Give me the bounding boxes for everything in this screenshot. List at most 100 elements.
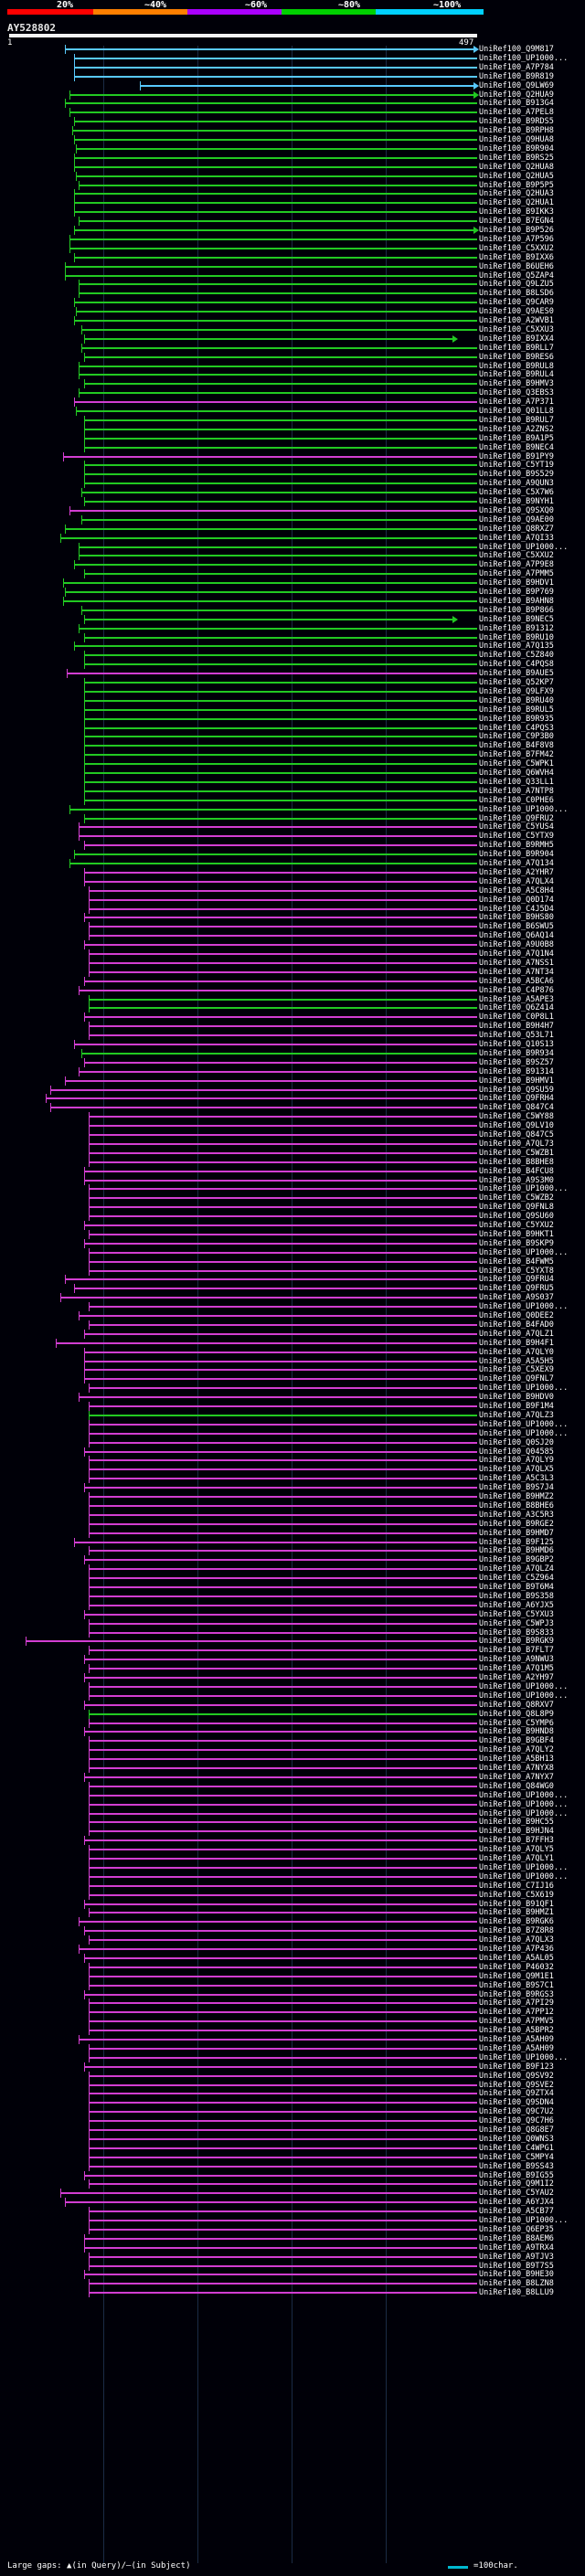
hit-label[interactable]: UniRef100_B9S7C1: [479, 1980, 554, 1990]
hit-label[interactable]: UniRef100_B9NYH1: [479, 497, 554, 506]
hit-label[interactable]: UniRef100_C0P8L1: [479, 1012, 554, 1023]
hit-label[interactable]: UniRef100_C5WY88: [479, 1112, 554, 1122]
hit-label[interactable]: UniRef100_B91314: [479, 1066, 554, 1076]
hit-label[interactable]: UniRef100_A2YHR7: [479, 867, 554, 877]
hit-label[interactable]: UniRef100_B9R904: [479, 850, 554, 860]
hit-label[interactable]: UniRef100_C4WPG1: [479, 2143, 554, 2153]
hit-label[interactable]: UniRef100_A9TRX4: [479, 2242, 554, 2253]
hit-label[interactable]: UniRef100_UP1000...: [479, 1383, 569, 1394]
hit-label[interactable]: UniRef100_A5BPR2: [479, 2026, 554, 2036]
hit-label[interactable]: UniRef100_A7PI29: [479, 1998, 554, 2009]
hit-label[interactable]: UniRef100_B91PY9: [479, 451, 554, 461]
hit-label[interactable]: UniRef100_Q9M817: [479, 45, 554, 54]
hit-label[interactable]: UniRef100_C5YT19: [479, 461, 554, 471]
hit-label[interactable]: UniRef100_Q9CAR9: [479, 298, 554, 308]
hit-label[interactable]: UniRef100_A7NTP8: [479, 786, 554, 796]
hit-label[interactable]: UniRef100_Q9SDN4: [479, 2098, 554, 2108]
hit-label[interactable]: UniRef100_A5C8H4: [479, 885, 554, 896]
hit-label[interactable]: UniRef100_UP1000...: [479, 1862, 569, 1872]
hit-label[interactable]: UniRef100_A7P596: [479, 234, 554, 244]
hit-label[interactable]: UniRef100_B9IXX6: [479, 252, 554, 262]
hit-label[interactable]: UniRef100_Q9LV10: [479, 1121, 554, 1131]
hit-label[interactable]: UniRef100_A7QLY0: [479, 1347, 554, 1357]
hit-label[interactable]: UniRef100_B9S529: [479, 470, 554, 480]
hit-label[interactable]: UniRef100_Q9LFX9: [479, 686, 554, 696]
hit-label[interactable]: UniRef100_C5MPY4: [479, 2152, 554, 2162]
hit-label[interactable]: UniRef100_A7PEL8: [479, 108, 554, 118]
hit-label[interactable]: UniRef100_A7QLZ3: [479, 1410, 554, 1420]
hit-label[interactable]: UniRef100_Q53L71: [479, 1031, 554, 1041]
hit-label[interactable]: UniRef100_C5WZB1: [479, 1148, 554, 1158]
hit-label[interactable]: UniRef100_A5BCA6: [479, 976, 554, 986]
hit-label[interactable]: UniRef100_A7P436: [479, 1945, 554, 1954]
hit-label[interactable]: UniRef100_B9RUL7: [479, 415, 554, 425]
hit-label[interactable]: UniRef100_A5AH09: [479, 2043, 554, 2053]
hit-label[interactable]: UniRef100_Q0SJ20: [479, 1437, 554, 1447]
hit-label[interactable]: UniRef100_A2WVB1: [479, 316, 554, 325]
hit-label[interactable]: UniRef100_Q9AES0: [479, 307, 554, 317]
hit-label[interactable]: UniRef100_C5YUS4: [479, 822, 554, 832]
hit-label[interactable]: UniRef100_C5XXU3: [479, 324, 554, 334]
hit-label[interactable]: UniRef100_Q01LL8: [479, 407, 554, 416]
hit-label[interactable]: UniRef100_B7EGN4: [479, 217, 554, 227]
hit-label[interactable]: UniRef100_A7P9E8: [479, 560, 554, 570]
hit-label[interactable]: UniRef100_B9HMZ1: [479, 1908, 554, 1918]
hit-label[interactable]: UniRef100_C5XXU2: [479, 243, 554, 253]
hit-label[interactable]: UniRef100_UP1000...: [479, 1419, 569, 1429]
hit-label[interactable]: UniRef100_B9S7J4: [479, 1483, 554, 1493]
hit-label[interactable]: UniRef100_A5CB77: [479, 2207, 554, 2217]
hit-label[interactable]: UniRef100_B9AHN8: [479, 596, 554, 606]
hit-label[interactable]: UniRef100_Q52KP7: [479, 678, 554, 687]
hit-label[interactable]: UniRef100_B9HMZ2: [479, 1492, 554, 1501]
hit-label[interactable]: UniRef100_Q9SXQ0: [479, 505, 554, 515]
hit-label[interactable]: UniRef100_Q6WVH4: [479, 769, 554, 778]
hit-label[interactable]: UniRef100_UP1000...: [479, 1871, 569, 1882]
hit-label[interactable]: UniRef100_A7QLY2: [479, 1745, 554, 1755]
hit-label[interactable]: UniRef100_B9HMV1: [479, 1076, 554, 1086]
hit-label[interactable]: UniRef100_A9TJV3: [479, 2252, 554, 2262]
hit-label[interactable]: UniRef100_Q9FNL7: [479, 1374, 554, 1384]
hit-label[interactable]: UniRef100_A7QL73: [479, 1139, 554, 1149]
hit-label[interactable]: UniRef100_B9SS43: [479, 2161, 554, 2171]
hit-label[interactable]: UniRef100_B8BHE6: [479, 1500, 554, 1511]
hit-label[interactable]: UniRef100_C9P3B0: [479, 732, 554, 742]
hit-label[interactable]: UniRef100_B9RUL5: [479, 705, 554, 715]
hit-label[interactable]: UniRef100_B9HKT1: [479, 1229, 554, 1239]
hit-label[interactable]: UniRef100_A6YJX4: [479, 2198, 554, 2208]
hit-label[interactable]: UniRef100_UP1000...: [479, 1808, 569, 1818]
hit-label[interactable]: UniRef100_A5A5H5: [479, 1356, 554, 1366]
hit-label[interactable]: UniRef100_UP1000...: [479, 1184, 569, 1194]
hit-label[interactable]: UniRef100_A7QLY1: [479, 1854, 554, 1863]
hit-label[interactable]: UniRef100_C5YXT8: [479, 1266, 554, 1276]
hit-label[interactable]: UniRef100_A2YH97: [479, 1673, 554, 1682]
hit-label[interactable]: UniRef100_B9HDV1: [479, 578, 554, 588]
hit-label[interactable]: UniRef100_C5YAU2: [479, 2189, 554, 2199]
hit-label[interactable]: UniRef100_B9P526: [479, 226, 554, 235]
hit-label[interactable]: UniRef100_A7QLX4: [479, 876, 554, 886]
hit-label[interactable]: UniRef100_Q10S13: [479, 1040, 554, 1049]
hit-label[interactable]: UniRef100_A9NWU3: [479, 1655, 554, 1665]
hit-label[interactable]: UniRef100_Q84WG0: [479, 1781, 554, 1791]
hit-label[interactable]: UniRef100_C4J5D4: [479, 904, 554, 914]
hit-label[interactable]: UniRef100_Q847C5: [479, 1130, 554, 1140]
hit-label[interactable]: UniRef100_C4PQS3: [479, 723, 554, 733]
hit-label[interactable]: UniRef100_C5XXU2: [479, 551, 554, 561]
hit-label[interactable]: UniRef100_A7Q1M5: [479, 1664, 554, 1674]
hit-label[interactable]: UniRef100_B9R904: [479, 143, 554, 154]
hit-label[interactable]: UniRef100_Q33LL1: [479, 777, 554, 787]
hit-label[interactable]: UniRef100_UP1000...: [479, 2216, 569, 2225]
hit-label[interactable]: UniRef100_B9P5P5: [479, 180, 554, 190]
hit-label[interactable]: UniRef100_A7PP12: [479, 2008, 554, 2018]
hit-label[interactable]: UniRef100_Q9FRU4: [479, 1275, 554, 1285]
hit-label[interactable]: UniRef100_P46032: [479, 1962, 554, 1972]
hit-label[interactable]: UniRef100_UP1000...: [479, 1799, 569, 1809]
hit-label[interactable]: UniRef100_B9HMV3: [479, 379, 554, 389]
hit-label[interactable]: UniRef100_A7QLY9: [479, 1456, 554, 1466]
hit-label[interactable]: UniRef100_Q2HUA8: [479, 162, 554, 172]
hit-label[interactable]: UniRef100_B9T6M4: [479, 1583, 554, 1592]
hit-label[interactable]: UniRef100_C0PHE6: [479, 795, 554, 805]
hit-label[interactable]: UniRef100_B4F8V8: [479, 741, 554, 751]
hit-label[interactable]: UniRef100_B9RGK9: [479, 1637, 554, 1647]
hit-label[interactable]: UniRef100_C5WPK1: [479, 759, 554, 769]
hit-label[interactable]: UniRef100_C5X619: [479, 1890, 554, 1900]
